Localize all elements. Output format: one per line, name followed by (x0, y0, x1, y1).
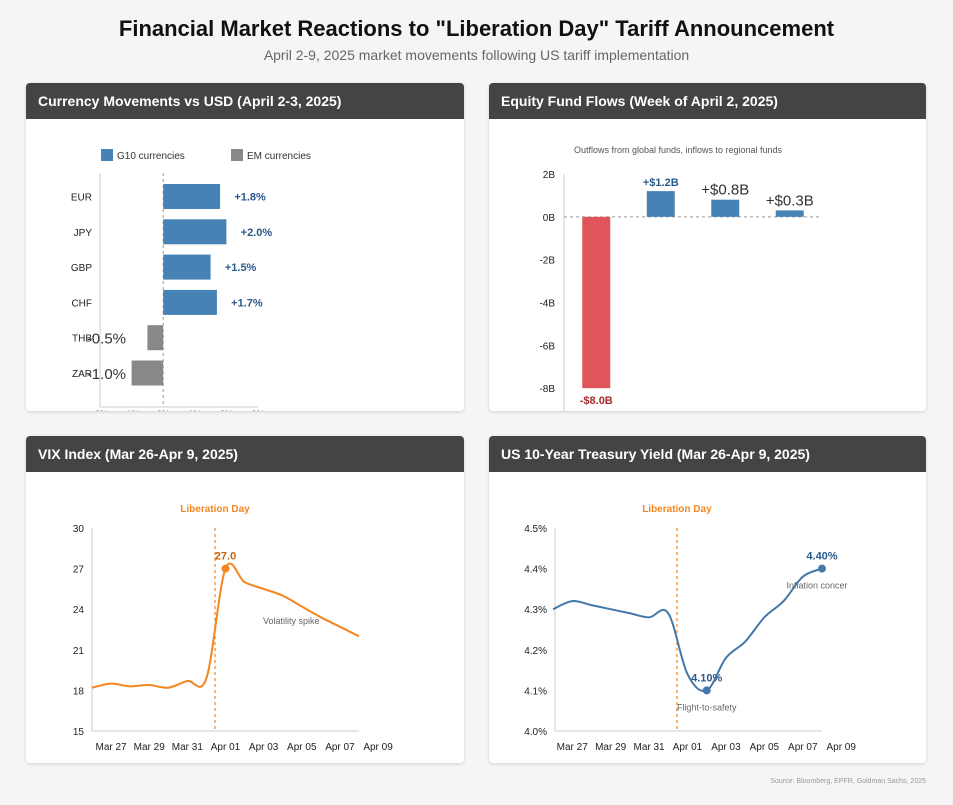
high-label: 4.40% (806, 551, 837, 563)
x-tick-label: Apr 05 (750, 742, 780, 753)
bar-other-dms (775, 210, 804, 217)
series-line (552, 567, 823, 693)
y-tick-label: 4.4% (524, 565, 547, 576)
data-label: +$1.2B (643, 177, 679, 189)
y-tick-label: THB (72, 334, 92, 345)
y-tick-label: 18 (73, 686, 85, 697)
x-tick-label: Apr 07 (788, 742, 818, 753)
y-tick-label: 24 (73, 605, 85, 616)
data-label: +1.7% (231, 297, 263, 309)
data-label: +$0.8B (701, 182, 749, 199)
x-tick-label: Apr 09 (826, 742, 856, 753)
y-tick-label: EUR (71, 193, 92, 204)
treasury-chart: 4.0% 4.1% 4.2% 4.3% 4.4% 4.5% Mar 27 Mar 29 Mar … (524, 504, 856, 753)
y-tick-label: GBP (71, 263, 92, 274)
vix-chart: 15 18 21 24 27 30 Mar 27 Mar 29 Mar 31 Apr 01 Apr … (73, 504, 393, 753)
equity-flows-chart: Outflows from global funds, inflows to r… (539, 145, 822, 411)
x-tick-label: Apr 07 (325, 742, 355, 753)
data-label: +2.0% (241, 227, 273, 239)
bar-western-europe (646, 191, 675, 217)
x-tick-label: Apr 01 (211, 742, 241, 753)
data-label: -1.0% (87, 366, 126, 383)
high-annotation: Inflation concer (786, 581, 847, 591)
y-tick-label: 27 (73, 565, 85, 576)
bar-gbp (163, 254, 211, 280)
y-tick-label: 4.3% (524, 605, 547, 616)
legend-label-em: EM currencies (247, 151, 311, 162)
annotation-label: Volatility spike (263, 616, 320, 626)
event-label: Liberation Day (180, 504, 250, 515)
legend-label-g10: G10 currencies (117, 151, 185, 162)
x-tick-label: 1% (188, 409, 201, 411)
y-tick-label: 4.1% (524, 686, 547, 697)
x-tick-label: Mar 27 (96, 742, 128, 753)
low-point (702, 686, 711, 695)
low-annotation: Flight-to-safety (677, 702, 737, 712)
bar-zar (131, 360, 164, 386)
y-tick-label: 4.2% (524, 646, 547, 657)
x-tick-label: Apr 05 (287, 742, 317, 753)
y-tick-label: 21 (73, 646, 85, 657)
panel-title: US 10-Year Treasury Yield (Mar 26-Apr 9,… (489, 436, 926, 472)
y-tick-label: -6B (539, 341, 555, 352)
x-tick-label: -2% (92, 409, 108, 411)
x-tick-label: 3% (251, 409, 264, 411)
x-tick-label: -1% (124, 409, 140, 411)
y-tick-label: ZAR (72, 369, 92, 380)
bar-japan (711, 199, 740, 217)
y-tick-label: 15 (73, 727, 85, 738)
panel-title: Equity Fund Flows (Week of April 2, 2025… (489, 83, 926, 119)
event-label: Liberation Day (642, 504, 712, 515)
data-label: -$8.0B (580, 395, 613, 407)
source-note: Source: Bloomberg, EPFR, Goldman Sachs, … (770, 778, 926, 785)
x-tick-label: 0% (157, 409, 170, 411)
y-tick-label: 2B (543, 170, 556, 181)
y-tick-label: 0B (543, 213, 556, 224)
data-label: +$0.3B (766, 192, 814, 209)
legend-swatch-g10 (101, 149, 113, 161)
bar-thb (147, 325, 164, 351)
x-tick-label: Mar 31 (172, 742, 204, 753)
y-tick-label: 4.0% (524, 727, 547, 738)
peak-label: 27.0 (215, 551, 236, 563)
y-tick-label: CHF (71, 298, 92, 309)
x-tick-label: Apr 09 (363, 742, 393, 753)
panel-title: VIX Index (Mar 26-Apr 9, 2025) (26, 436, 464, 472)
y-tick-label: -2B (539, 256, 555, 267)
chart-annotation: Outflows from global funds, inflows to r… (574, 145, 783, 155)
low-label: 4.10% (691, 672, 722, 684)
bar-jpy (163, 219, 227, 245)
page-subtitle: April 2-9, 2025 market movements followi… (263, 47, 690, 63)
x-tick-label: 2% (220, 409, 233, 411)
x-tick-label: Mar 29 (134, 742, 166, 753)
peak-point (221, 564, 230, 573)
currency-chart: G10 currencies EM currencies -2% -1% 0% 1% 2% 3… (71, 149, 311, 411)
x-tick-label: Apr 03 (249, 742, 279, 753)
x-tick-label: Apr 03 (711, 742, 741, 753)
y-tick-label: -4B (539, 299, 555, 310)
x-tick-label: Apr 01 (673, 742, 703, 753)
y-tick-label: -8B (539, 384, 555, 395)
panel-equity-flows: Equity Fund Flows (Week of April 2, 2025… (489, 83, 926, 411)
panel-currency: Currency Movements vs USD (April 2-3, 20… (26, 83, 464, 411)
bar-chf (163, 289, 217, 315)
x-tick-label: Mar 31 (634, 742, 666, 753)
y-tick-label: JPY (74, 228, 93, 239)
bar-global-benchmark (582, 216, 611, 389)
legend-swatch-em (231, 149, 243, 161)
bar-eur (163, 184, 221, 209)
x-tick-label: Mar 27 (557, 742, 589, 753)
panel-treasury: US 10-Year Treasury Yield (Mar 26-Apr 9,… (489, 436, 926, 763)
data-label: +1.5% (225, 262, 257, 274)
y-tick-label: 30 (73, 524, 85, 535)
data-label: -0.5% (87, 331, 126, 348)
data-label: +1.8% (234, 192, 266, 204)
panel-vix: VIX Index (Mar 26-Apr 9, 2025) 15 18 21 24 2… (26, 436, 464, 763)
panel-title: Currency Movements vs USD (April 2-3, 20… (26, 83, 464, 119)
x-tick-label: Mar 29 (595, 742, 627, 753)
high-point (818, 564, 826, 573)
y-tick-label: 4.5% (524, 524, 547, 535)
page-title: Financial Market Reactions to "Liberatio… (118, 16, 835, 41)
